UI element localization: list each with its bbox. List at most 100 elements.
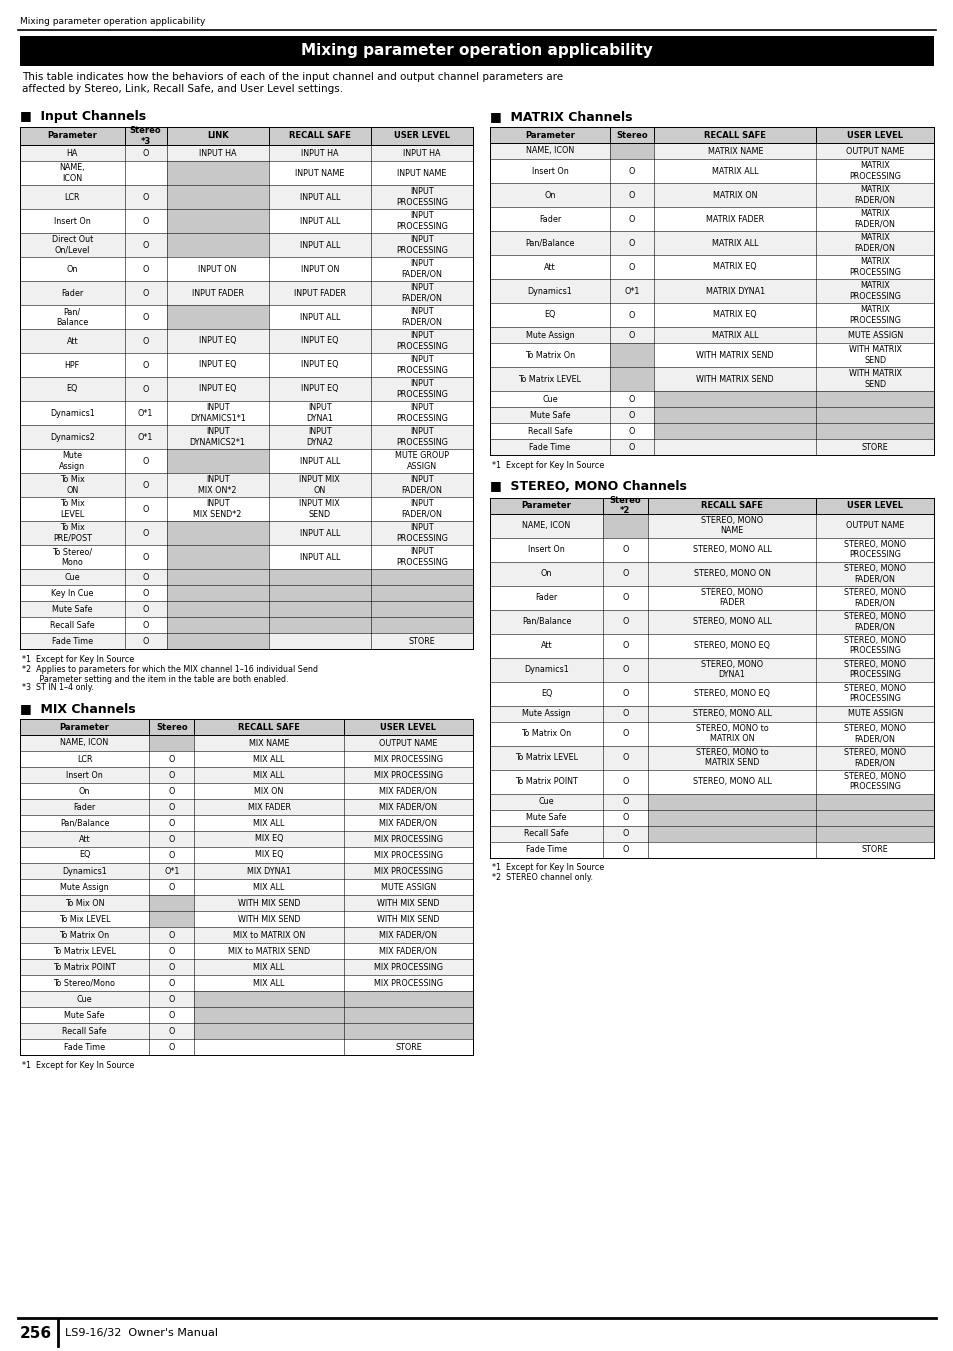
Text: O: O [621, 797, 628, 807]
Text: To Matrix On: To Matrix On [521, 730, 571, 738]
Bar [20, 719, 473, 735]
Bar [20, 497, 473, 521]
Text: On: On [540, 569, 552, 578]
Text: INPUT
PROCESSING: INPUT PROCESSING [395, 523, 447, 543]
Text: MATRIX EQ: MATRIX EQ [713, 311, 757, 319]
Bar [20, 161, 473, 185]
Bar [20, 863, 473, 880]
Text: STEREO, MONO
DYNA1: STEREO, MONO DYNA1 [700, 659, 762, 680]
Text: O: O [142, 553, 149, 562]
Text: To Mix ON: To Mix ON [65, 898, 104, 908]
Bar [654, 407, 816, 423]
Bar [167, 232, 269, 257]
Text: USER LEVEL: USER LEVEL [846, 501, 902, 509]
Text: O: O [142, 216, 149, 226]
Text: STEREO, MONO ALL: STEREO, MONO ALL [692, 709, 771, 717]
Text: ■  MIX Channels: ■ MIX Channels [20, 703, 135, 715]
Text: STORE: STORE [408, 636, 435, 646]
Text: MATRIX ALL: MATRIX ALL [711, 331, 758, 339]
Text: Parameter: Parameter [521, 501, 571, 509]
Text: Cue: Cue [541, 394, 558, 404]
Text: MUTE ASSIGN: MUTE ASSIGN [846, 331, 902, 339]
Text: To Stereo/Mono: To Stereo/Mono [53, 978, 115, 988]
Text: O: O [142, 240, 149, 250]
Text: INPUT MIX
ON: INPUT MIX ON [299, 476, 340, 494]
Text: STEREO, MONO EQ: STEREO, MONO EQ [693, 640, 769, 650]
Text: INPUT
FADER/ON: INPUT FADER/ON [401, 500, 442, 519]
Text: INPUT ALL: INPUT ALL [299, 528, 339, 538]
Text: NAME, ICON: NAME, ICON [60, 739, 109, 747]
Text: *3  ST IN 1–4 only.: *3 ST IN 1–4 only. [22, 682, 93, 692]
Bar [20, 992, 473, 1006]
Text: To Matrix LEVEL: To Matrix LEVEL [517, 374, 580, 384]
Bar [490, 721, 933, 746]
Text: INPUT EQ: INPUT EQ [198, 336, 236, 346]
Bar [269, 617, 371, 634]
Text: MIX ALL: MIX ALL [253, 770, 285, 780]
Text: MIX FADER/ON: MIX FADER/ON [379, 786, 437, 796]
Text: INPUT
MIX ON*2: INPUT MIX ON*2 [198, 476, 236, 494]
Bar [194, 1006, 343, 1023]
Text: Stereo: Stereo [616, 131, 647, 139]
Text: MATRIX EQ: MATRIX EQ [713, 262, 757, 272]
Text: OUTPUT NAME: OUTPUT NAME [379, 739, 437, 747]
Bar [20, 815, 473, 831]
Text: INPUT EQ: INPUT EQ [301, 385, 338, 393]
Text: INPUT
PROCESSING: INPUT PROCESSING [395, 547, 447, 566]
Bar [149, 894, 194, 911]
Text: To Mix
ON: To Mix ON [60, 476, 85, 494]
Text: WITH MIX SEND: WITH MIX SEND [376, 915, 439, 924]
Bar [371, 617, 473, 634]
Text: INPUT
DYNAMICS2*1: INPUT DYNAMICS2*1 [190, 427, 245, 447]
Text: *1  Except for Key In Source: *1 Except for Key In Source [22, 1061, 134, 1070]
Bar [490, 770, 933, 793]
Bar [20, 377, 473, 401]
Text: O*1: O*1 [138, 432, 153, 442]
Bar [490, 367, 933, 390]
Text: STEREO, MONO
FADER/ON: STEREO, MONO FADER/ON [843, 588, 905, 607]
Text: INPUT
FADER/ON: INPUT FADER/ON [401, 476, 442, 494]
Text: O: O [169, 835, 174, 843]
Bar [490, 303, 933, 327]
Bar [343, 1006, 473, 1023]
Text: *2  STEREO channel only.: *2 STEREO channel only. [492, 873, 593, 882]
Bar [609, 143, 654, 159]
Text: MIX FADER: MIX FADER [248, 802, 291, 812]
Text: WITH MIX SEND: WITH MIX SEND [237, 915, 300, 924]
Text: MIX FADER/ON: MIX FADER/ON [379, 947, 437, 955]
Text: WITH MIX SEND: WITH MIX SEND [376, 898, 439, 908]
Text: O: O [169, 851, 174, 859]
Text: MIX PROCESSING: MIX PROCESSING [374, 770, 442, 780]
Bar [490, 746, 933, 770]
Text: O: O [621, 689, 628, 698]
Bar [20, 617, 473, 634]
Text: MATRIX
FADER/ON: MATRIX FADER/ON [854, 185, 895, 205]
Text: INPUT NAME: INPUT NAME [294, 169, 344, 177]
Text: MIX PROCESSING: MIX PROCESSING [374, 978, 442, 988]
Text: Mute Safe: Mute Safe [52, 604, 92, 613]
Text: O: O [628, 394, 635, 404]
Text: INPUT HA: INPUT HA [403, 149, 440, 158]
Text: MATRIX
PROCESSING: MATRIX PROCESSING [848, 161, 901, 181]
Text: O: O [628, 411, 635, 420]
Text: ■  STEREO, MONO Channels: ■ STEREO, MONO Channels [490, 481, 686, 493]
Text: Dynamics1: Dynamics1 [527, 286, 572, 296]
Text: INPUT
DYNA1: INPUT DYNA1 [306, 404, 333, 423]
Text: O: O [621, 640, 628, 650]
Text: Mute
Assign: Mute Assign [59, 451, 85, 470]
Text: INPUT ON: INPUT ON [198, 265, 236, 273]
Text: O*1: O*1 [164, 866, 179, 875]
Text: MIX to MATRIX SEND: MIX to MATRIX SEND [228, 947, 310, 955]
Text: To Mix
LEVEL: To Mix LEVEL [60, 500, 85, 519]
Text: Fade Time: Fade Time [525, 844, 567, 854]
Text: STEREO, MONO
FADER/ON: STEREO, MONO FADER/ON [843, 748, 905, 767]
Bar [816, 793, 933, 809]
Text: OUTPUT NAME: OUTPUT NAME [845, 146, 903, 155]
Bar [20, 257, 473, 281]
Bar [654, 423, 816, 439]
Text: Pan/Balance: Pan/Balance [60, 819, 110, 828]
Bar [20, 847, 473, 863]
Bar [20, 449, 473, 473]
Bar [20, 975, 473, 992]
Text: O: O [169, 1027, 174, 1035]
